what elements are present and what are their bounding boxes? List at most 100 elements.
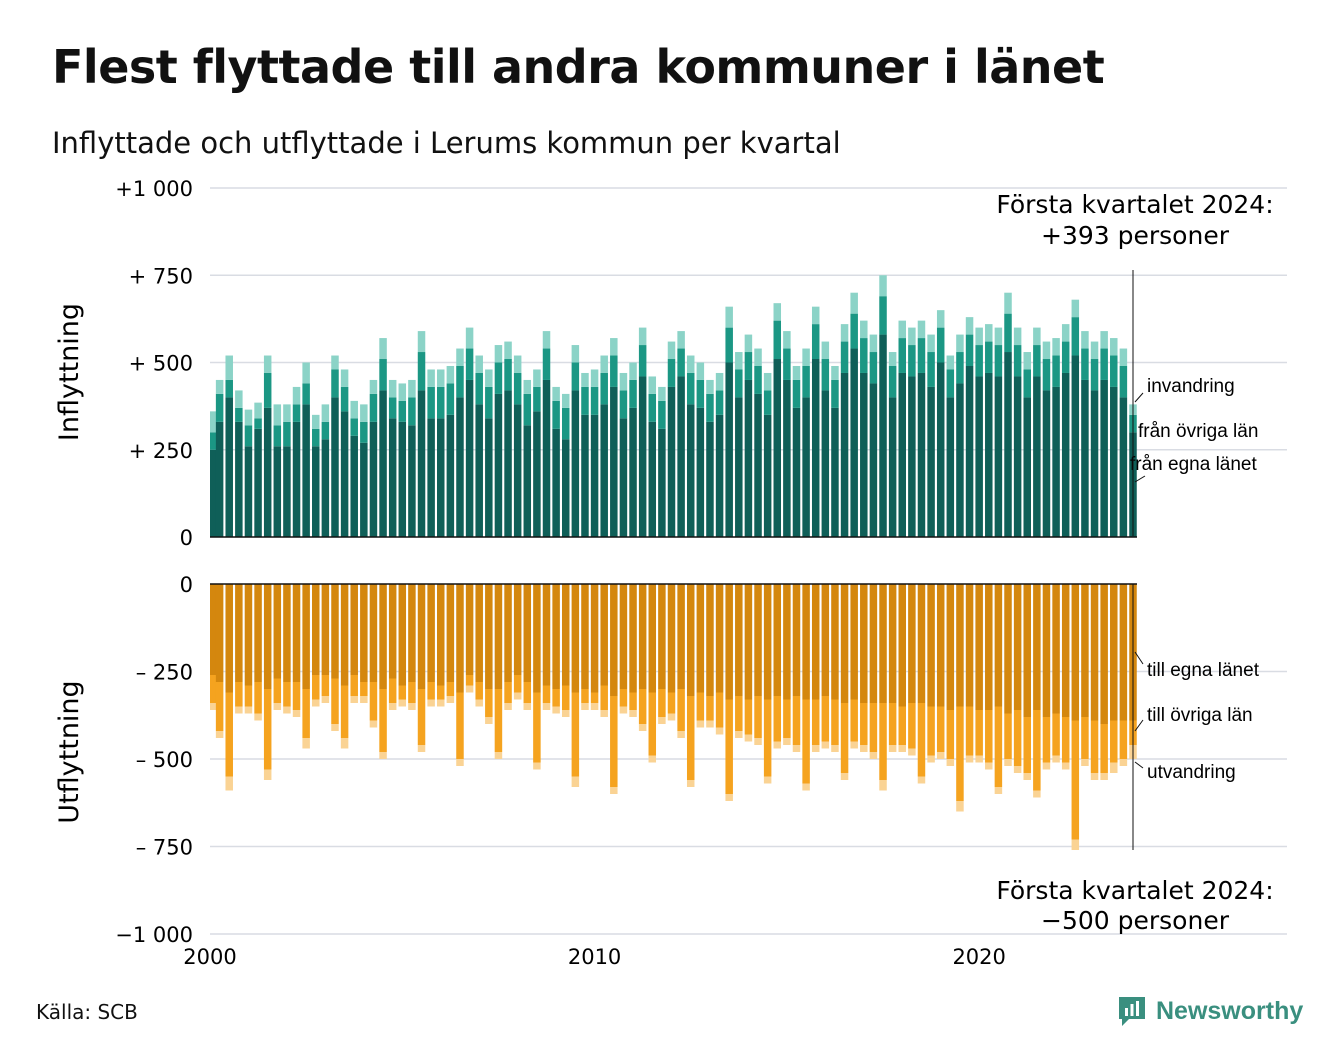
bar-in-own-county-13 (331, 397, 339, 537)
bar-out-own-county-18 (379, 584, 387, 689)
bar-in-other-county-60 (783, 348, 791, 380)
bar-in-immigration-63 (811, 306, 820, 325)
bar-out-emigration-30 (494, 752, 503, 759)
bar-out-emigration-8 (283, 706, 291, 714)
bar-in-own-county-69 (869, 383, 878, 537)
bar-in-immigration-35 (542, 331, 551, 349)
bar-in-own-county-55 (735, 397, 743, 537)
bar-out-other-county-26 (456, 692, 464, 759)
bar-out-own-county-77 (946, 584, 955, 710)
bar-in-own-county-4 (244, 446, 253, 537)
brand-logo: Newsworthy (1116, 994, 1303, 1028)
bar-in-own-county-88 (1052, 386, 1060, 537)
bar-out-emigration-5 (254, 713, 262, 721)
bar-out-other-county-76 (936, 706, 945, 752)
bar-out-own-county-13 (331, 584, 339, 679)
bar-in-immigration-16 (360, 404, 368, 422)
bar-in-immigration-47 (658, 386, 666, 401)
bar-in-own-county-26 (456, 397, 464, 537)
bar-out-other-county-16 (360, 682, 368, 696)
bar-in-immigration-52 (706, 379, 714, 394)
bar-in-other-county-53 (715, 390, 724, 415)
bar-out-emigration-41 (600, 710, 608, 717)
bar-in-own-county-74 (917, 372, 926, 537)
bar-out-other-county-94 (1110, 720, 1118, 763)
bar-in-immigration-91 (1081, 331, 1089, 349)
bar-out-own-county-17 (369, 584, 378, 682)
bar-out-emigration-16 (360, 696, 368, 703)
bar-out-other-county-4 (244, 685, 253, 707)
bar-out-emigration-59 (773, 741, 782, 749)
bar-in-own-county-53 (715, 414, 724, 537)
bar-out-other-county-36 (552, 689, 560, 707)
bar-out-other-county-77 (946, 710, 955, 759)
bar-out-other-county-67 (850, 699, 858, 742)
bar-out-emigration-24 (437, 699, 445, 707)
bar-out-emigration-3 (235, 706, 243, 714)
bar-out-other-county-89 (1061, 717, 1070, 763)
bar-in-immigration-64 (821, 341, 830, 360)
bar-out-own-county-73 (908, 584, 916, 703)
bar-in-own-county-34 (533, 411, 541, 537)
bar-in-immigration-42 (610, 338, 618, 356)
bar-out-emigration-49 (677, 731, 685, 738)
bar-in-other-county-91 (1081, 348, 1089, 380)
bar-out-other-county-27 (465, 675, 474, 686)
bar-in-immigration-88 (1052, 338, 1060, 356)
bar-in-own-county-24 (437, 418, 445, 537)
bar-in-immigration-31 (504, 341, 512, 360)
bar-in-immigration-23 (427, 369, 435, 387)
bar-in-immigration-37 (561, 393, 570, 408)
bar-out-emigration-85 (1023, 773, 1031, 780)
bar-out-own-county-57 (754, 584, 762, 696)
bar-out-own-county-53 (715, 584, 724, 693)
bar-out-emigration-17 (369, 720, 378, 728)
bar-in-own-county-44 (629, 407, 637, 537)
bar-in-other-county-13 (331, 369, 339, 398)
bar-out-other-county-32 (513, 675, 522, 693)
bar-in-own-county-67 (850, 348, 858, 537)
bar-in-immigration-51 (696, 362, 705, 380)
bar-out-own-county-80 (975, 584, 983, 710)
bar-in-other-county-25 (446, 383, 455, 415)
bar-in-own-county-81 (985, 372, 993, 537)
bar-out-emigration-0 (210, 703, 218, 710)
bar-in-own-county-93 (1100, 379, 1108, 537)
bar-in-other-county-63 (811, 324, 820, 360)
bar-in-immigration-11 (312, 414, 320, 429)
bar-out-own-county-94 (1110, 584, 1118, 721)
bar-in-other-county-71 (888, 365, 897, 398)
bar-in-other-county-94 (1110, 355, 1118, 387)
bar-in-other-county-2 (225, 379, 233, 398)
bar-in-immigration-29 (485, 369, 493, 387)
bar-out-other-county-50 (686, 696, 695, 780)
bar-out-other-county-20 (398, 685, 407, 700)
bar-out-own-county-0 (210, 584, 218, 675)
bar-in-immigration-80 (975, 327, 983, 346)
bar-in-own-county-82 (994, 376, 1003, 537)
bar-in-other-county-82 (994, 345, 1003, 377)
annotation-bottom-line1: Första kvartalet 2024: (996, 876, 1273, 905)
bar-in-other-county-61 (792, 379, 801, 408)
bar-in-immigration-28 (475, 355, 483, 373)
bar-out-emigration-32 (513, 692, 522, 700)
bar-in-own-county-32 (513, 404, 522, 537)
bar-in-own-county-28 (475, 404, 483, 537)
bar-out-other-county-86 (1033, 710, 1041, 791)
bar-in-own-county-0 (210, 449, 218, 537)
bar-out-own-county-9 (292, 584, 301, 682)
bar-out-other-county-5 (254, 682, 262, 714)
bar-out-emigration-79 (965, 755, 974, 763)
bar-out-emigration-10 (302, 738, 310, 749)
bar-in-immigration-46 (648, 376, 657, 394)
bar-out-own-county-20 (398, 584, 407, 686)
bar-in-immigration-17 (369, 379, 378, 394)
bar-in-own-county-78 (956, 383, 964, 537)
bar-out-emigration-86 (1033, 790, 1041, 798)
bar-in-own-county-87 (1042, 390, 1051, 537)
bar-in-other-county-34 (533, 386, 541, 412)
bar-in-own-county-17 (369, 421, 378, 537)
bar-in-other-county-46 (648, 393, 657, 422)
bar-in-own-county-57 (754, 393, 762, 537)
bar-out-other-county-91 (1081, 717, 1089, 759)
